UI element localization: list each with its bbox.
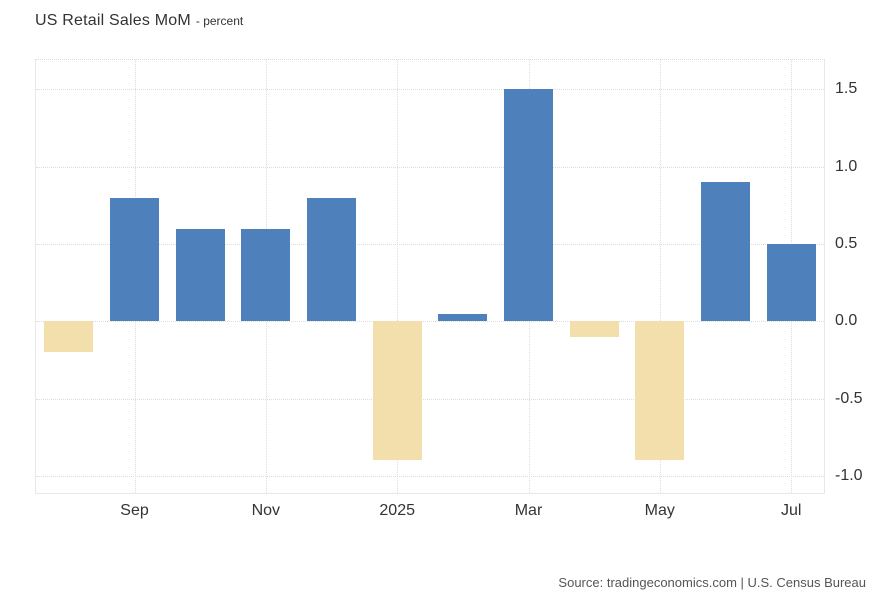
chart-title: US Retail Sales MoM <box>35 12 191 29</box>
y-tick-label: -1.0 <box>835 467 863 484</box>
bar-jan-2025[interactable] <box>372 321 422 461</box>
bar-feb-2025[interactable] <box>438 313 488 322</box>
bar-oct-2024[interactable] <box>175 228 225 322</box>
x-tick-label: Nov <box>251 502 281 519</box>
x-tick-label: Jul <box>780 502 802 519</box>
bar-mar-2025[interactable] <box>504 89 553 322</box>
source-text: Source: tradingeconomics.com | U.S. Cens… <box>558 575 866 590</box>
v-gridline <box>397 60 399 493</box>
x-tick-label: Sep <box>120 502 149 519</box>
h-gridline <box>36 476 824 477</box>
h-gridline <box>36 244 824 245</box>
h-gridline <box>36 89 824 91</box>
bar-jul-2025[interactable] <box>766 244 816 322</box>
h-gridline <box>36 398 824 400</box>
h-gridline <box>36 321 824 323</box>
bar-may-2025[interactable] <box>635 321 685 461</box>
bar-dec-2024[interactable] <box>307 197 356 322</box>
bar-nov-2024[interactable] <box>241 228 291 322</box>
x-tick-label: May <box>644 502 675 519</box>
x-tick-label: 2025 <box>379 502 415 519</box>
v-gridline <box>659 60 661 493</box>
chart-header: US Retail Sales MoM - percent <box>35 12 243 30</box>
bar-jun-2025[interactable] <box>701 182 750 322</box>
h-gridline <box>36 166 824 168</box>
y-tick-label: -0.5 <box>835 389 863 407</box>
chart-subtitle: - percent <box>195 14 244 28</box>
bar-apr-2025[interactable] <box>569 321 619 337</box>
y-tick-label: 1.0 <box>835 157 858 175</box>
bar-aug-2024[interactable] <box>44 321 94 353</box>
y-tick-label: 1.5 <box>835 80 858 98</box>
y-tick-label: 0.0 <box>835 312 858 330</box>
x-tick-label: Mar <box>514 502 543 519</box>
plot-area: 1.5 1.0 0.5 0.0 -0.5 -1.0 Sep Nov 2025 Mar May Jul <box>35 59 863 519</box>
y-tick-label: 0.5 <box>835 235 858 252</box>
bar-sep-2024[interactable] <box>110 197 159 322</box>
